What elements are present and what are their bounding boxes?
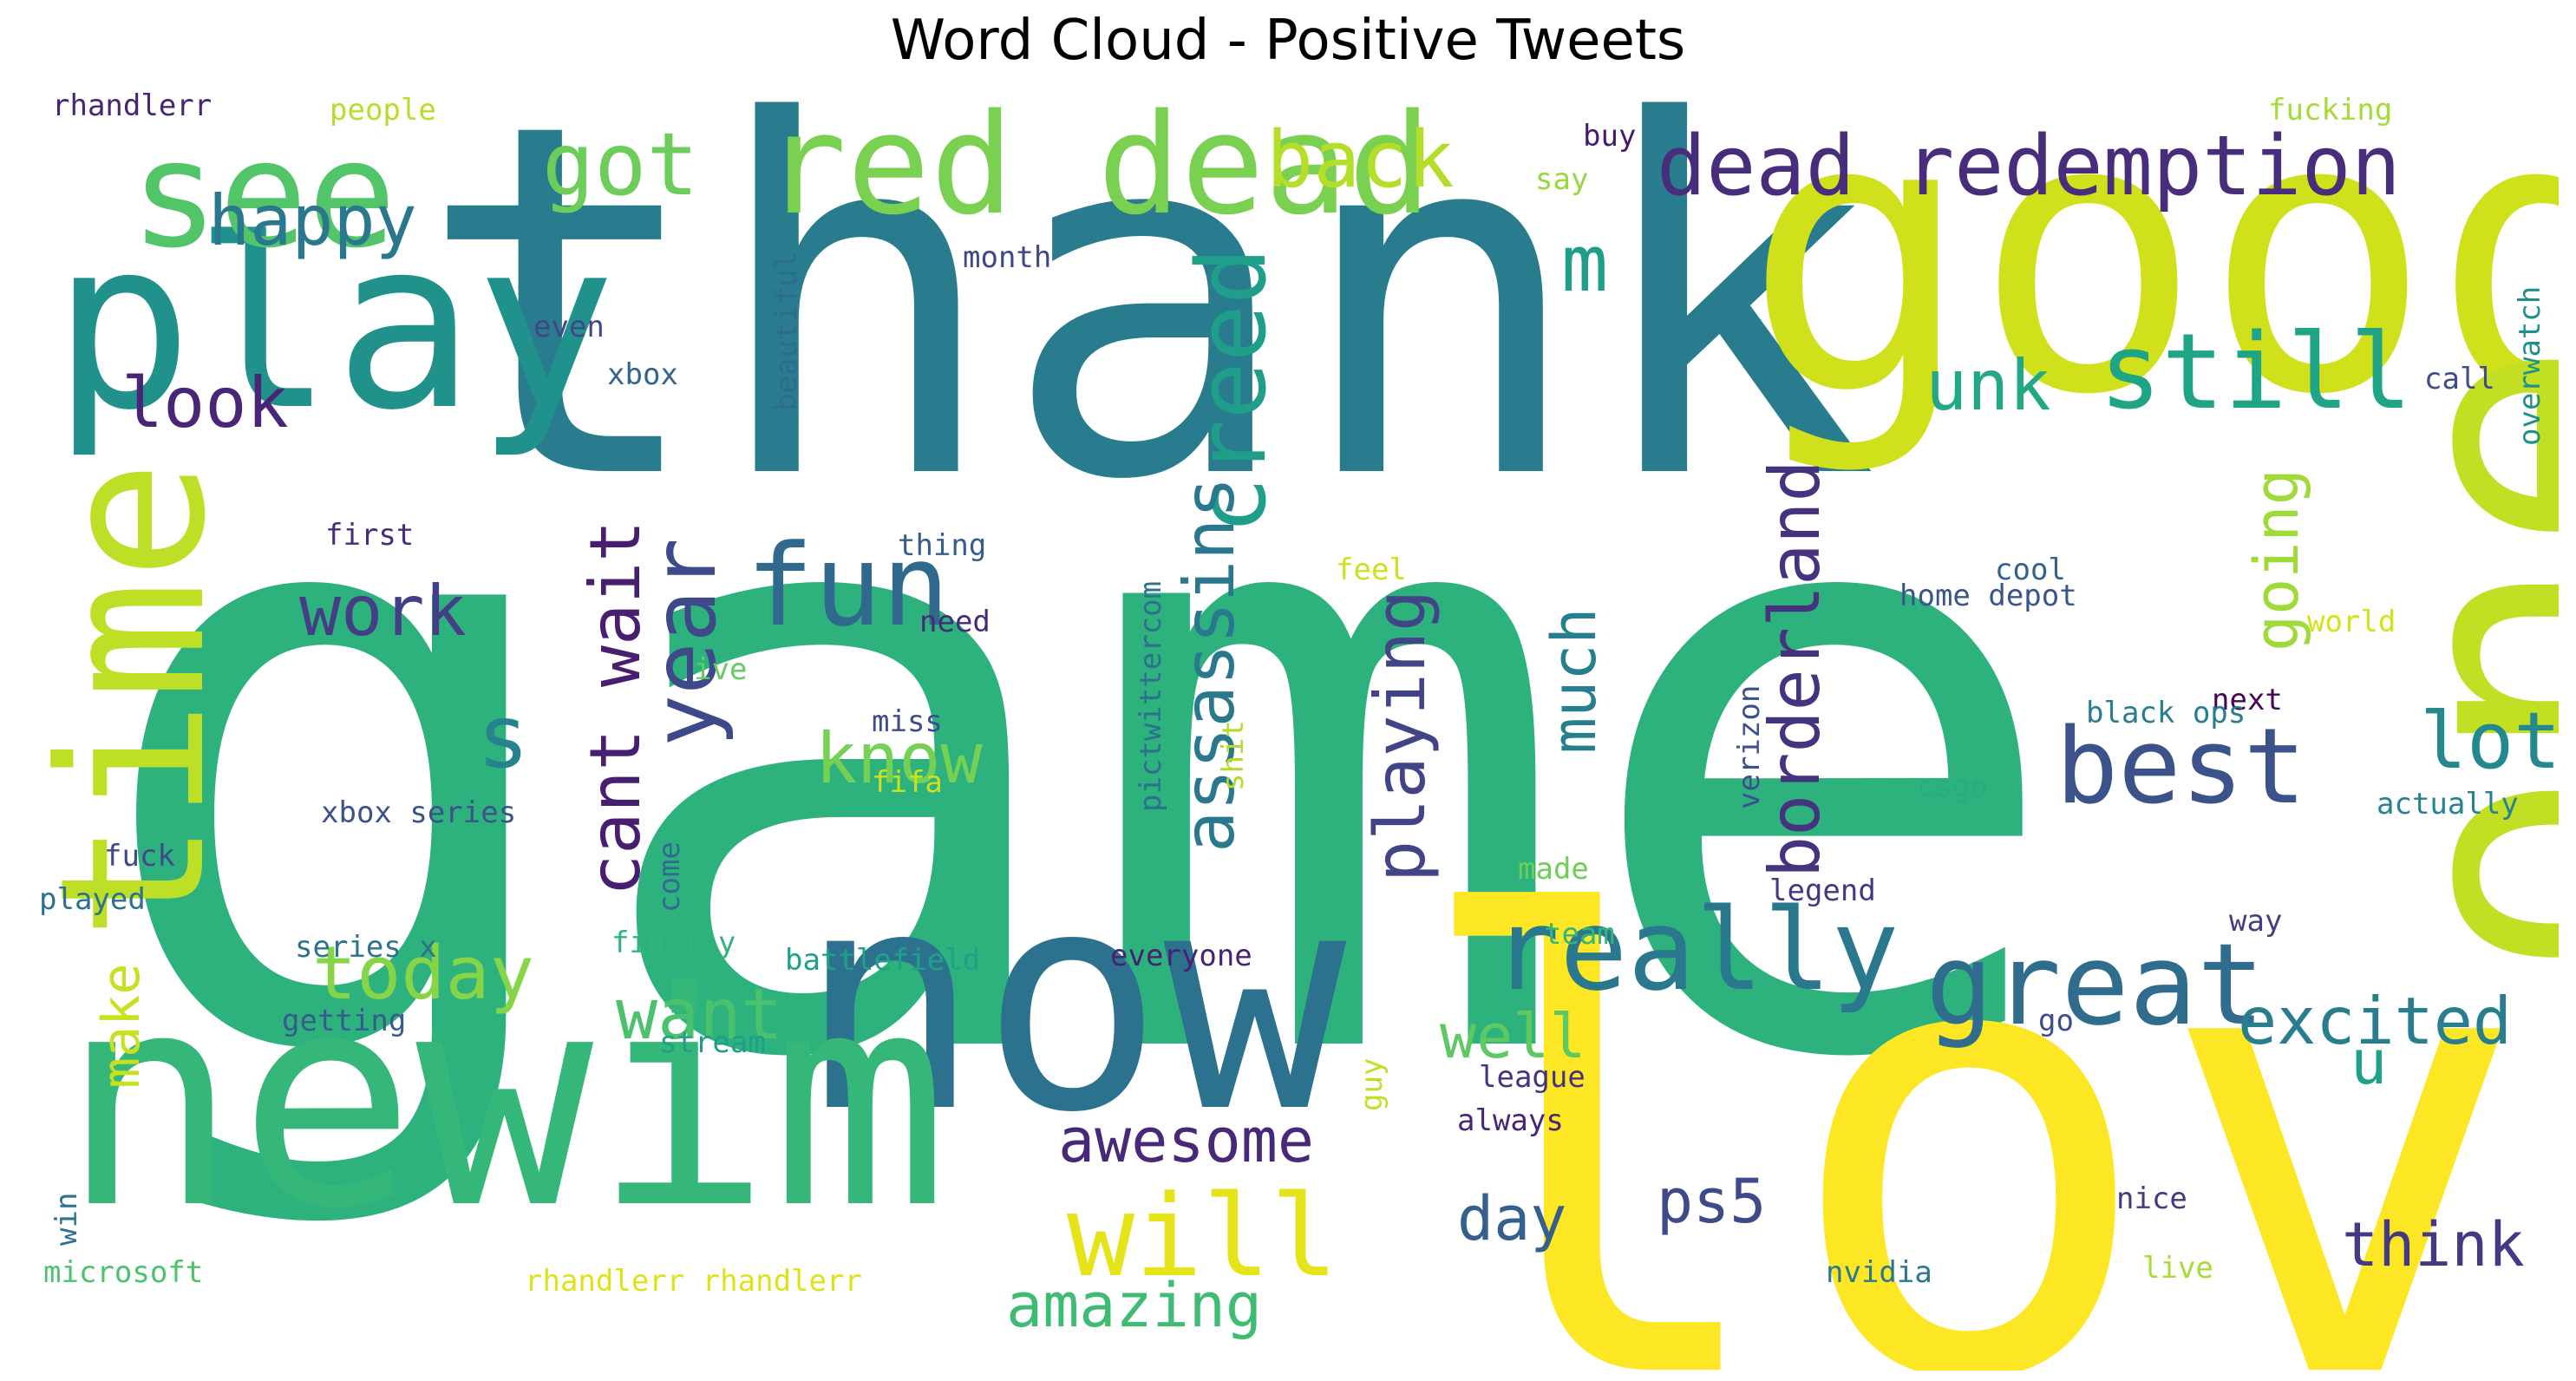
word-come: come (652, 841, 687, 913)
word-best: best (2056, 707, 2306, 828)
word-work: work (299, 571, 467, 651)
word-nice: nice (2116, 1181, 2187, 1216)
word-csgo: csgo (1917, 769, 1988, 804)
word-still: still (2099, 312, 2413, 433)
word-excited: excited (2238, 983, 2513, 1059)
word-league: league (1479, 1060, 1585, 1095)
word-even: even (533, 310, 605, 344)
word-going: going (2241, 468, 2312, 651)
word-really: really (1492, 884, 1899, 1016)
word-need: need (919, 605, 991, 639)
word-nvidia: nvidia (1826, 1255, 1932, 1290)
word-know: know (815, 718, 983, 799)
word-want: want (616, 974, 783, 1055)
word-actually: actually (2377, 787, 2519, 821)
word-home-depot: home depot (1899, 579, 2077, 613)
word-verizon: verizon (1732, 684, 1767, 809)
word-pictwittercom: pictwittercom (1134, 580, 1168, 812)
word-miss: miss (872, 704, 943, 739)
word-will: will (1067, 1170, 1339, 1302)
word-playing: playing (1360, 589, 1441, 882)
word-way: way (2229, 904, 2283, 939)
word-buy: buy (1583, 119, 1637, 154)
word-s: s (477, 686, 530, 788)
word-people: people (330, 93, 436, 128)
word-getting: getting (282, 1004, 407, 1038)
word-xbox-series: xbox series (321, 795, 517, 830)
word-fucking: fucking (2268, 93, 2393, 128)
word-fuck: fuck (104, 839, 175, 874)
word-beautiful: beautiful (769, 251, 804, 411)
word-now: now (798, 825, 1347, 1179)
word-red-dead: red dead (763, 87, 1432, 245)
word-shit: shit (1216, 720, 1251, 791)
word-look: look (121, 363, 289, 443)
word-ps5: ps5 (1657, 1166, 1767, 1237)
word-borderland: borderland (1755, 460, 1835, 878)
word-lot: lot (2420, 696, 2559, 787)
word-microsoft: microsoft (43, 1255, 204, 1290)
word-m: m (1561, 219, 1609, 310)
word-black-ops: black ops (2086, 696, 2246, 730)
word-cloud: gamethankgoodloveonenownewimplaytimeseer… (17, 87, 2559, 1371)
word-overwatch: overwatch (2513, 285, 2547, 446)
word-cant-wait: cant wait (575, 520, 656, 896)
word-first: first (325, 518, 415, 553)
word-well: well (1440, 1001, 1586, 1072)
word-team: team (1544, 917, 1615, 952)
word-feel: feel (1336, 553, 1407, 587)
word-much: much (1539, 607, 1610, 754)
word-day: day (1457, 1183, 1567, 1254)
word-fifa: fifa (872, 765, 943, 800)
word-series-x: series x (295, 930, 437, 965)
word-make: make (91, 963, 152, 1090)
word-world: world (2307, 605, 2396, 639)
word-guy: guy (1355, 1057, 1389, 1111)
word-xbox: xbox (607, 357, 678, 392)
word-play: play (52, 188, 617, 461)
word-ive: ive (694, 652, 748, 687)
word-unk: unk (1925, 345, 2051, 426)
word-good: good (1743, 87, 2559, 478)
word-got: got (542, 114, 699, 215)
word-back: back (1266, 115, 1455, 206)
word-rhandlerr-rhandlerr: rhandlerr rhandlerr (525, 1264, 862, 1299)
word-always: always (1457, 1103, 1564, 1138)
word-month: month (963, 240, 1052, 275)
word-assassins: assassins (1169, 476, 1250, 853)
word-win: win (49, 1192, 84, 1246)
word-see: see (130, 109, 397, 281)
word-everyone: everyone (1110, 939, 1252, 973)
word-awesome: awesome (1058, 1105, 1315, 1176)
word-go: go (2038, 1004, 2074, 1038)
word-game: game (87, 279, 2071, 1239)
word-legend: legend (1769, 874, 1876, 908)
word-played: played (39, 882, 146, 917)
word-made: made (1518, 852, 1589, 887)
word-rhandlerr: rhandlerr (52, 88, 212, 123)
word-newim: newim (61, 930, 949, 1273)
word-finally: finally (611, 926, 736, 960)
word-stream: stream (659, 1025, 766, 1060)
word-say: say (1535, 162, 1589, 197)
word-thing: thing (898, 528, 987, 563)
word-call: call (2424, 362, 2495, 396)
word-amazing: amazing (1006, 1270, 1263, 1341)
word-thank: thank (416, 87, 1879, 586)
word-happy: happy (208, 180, 417, 261)
word-live: live (2142, 1251, 2213, 1286)
word-fun: fun (746, 520, 950, 651)
word-cool: cool (1995, 553, 2066, 587)
word-great: great (1925, 919, 2265, 1050)
word-think: think (2342, 1209, 2525, 1280)
word-next: next (2212, 683, 2283, 717)
word-dead-redemption: dead redemption (1657, 119, 2401, 214)
word-u: u (2350, 1027, 2388, 1098)
chart-title: Word Cloud - Positive Tweets (890, 9, 1686, 73)
word-today: today (312, 931, 534, 1017)
word-battlefield: battlefield (785, 943, 981, 978)
